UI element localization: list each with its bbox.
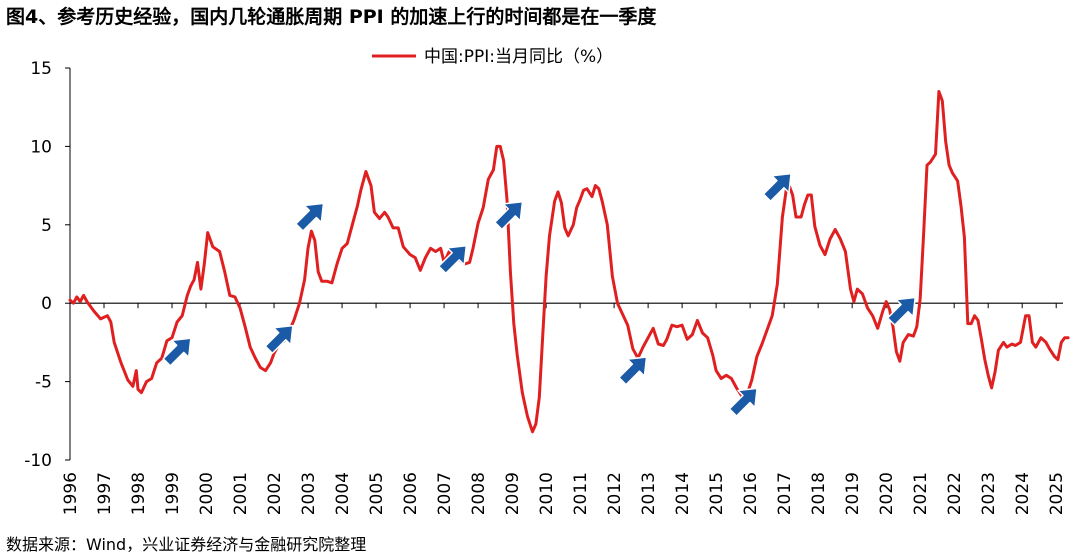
y-tick-label: 0 <box>41 294 52 314</box>
x-tick-label: 2000 <box>197 472 217 515</box>
x-tick-label: 1997 <box>95 472 115 515</box>
legend-label: 中国:PPI:当月同比（%） <box>424 47 613 67</box>
y-tick-label: 10 <box>30 137 52 157</box>
up-arrow-icon <box>295 202 325 232</box>
x-tick-label: 2015 <box>707 472 727 515</box>
x-tick-label: 2003 <box>299 472 319 515</box>
up-arrow-icon <box>762 172 792 202</box>
x-tick-label: 2007 <box>435 472 455 515</box>
x-tick-label: 1999 <box>163 472 183 515</box>
x-tick-label: 2005 <box>367 472 387 515</box>
x-tick-label: 2010 <box>537 472 557 515</box>
ppi-series-line <box>68 90 1070 434</box>
x-tick-label: 1998 <box>129 472 149 515</box>
up-arrow-icon <box>264 324 294 355</box>
x-tick-label: 2001 <box>231 472 251 515</box>
x-tick-label: 2020 <box>877 472 897 515</box>
up-arrow-icon <box>728 387 758 417</box>
up-arrow-icon <box>162 337 192 367</box>
x-tick-label: 2012 <box>605 472 625 515</box>
y-tick-label: 5 <box>41 216 52 236</box>
x-tick-label: 2017 <box>775 472 795 515</box>
x-tick-label: 1996 <box>61 472 81 515</box>
x-tick-label: 2006 <box>401 472 421 515</box>
series-layer <box>68 90 1070 434</box>
x-tick-label: 2016 <box>741 472 761 515</box>
x-tick-label: 2008 <box>469 472 489 515</box>
legend: 中国:PPI:当月同比（%） <box>372 47 613 67</box>
x-tick-label: 2002 <box>265 472 285 515</box>
arrow-annotations <box>162 172 916 417</box>
x-tick-label: 2025 <box>1047 472 1067 515</box>
up-arrow-icon <box>437 244 468 275</box>
x-tick-label: 2018 <box>809 472 829 515</box>
x-tick-label: 2009 <box>503 472 523 515</box>
x-tick-label: 2024 <box>1013 472 1033 515</box>
chart-title: 图4、参考历史经验，国内几轮通胀周期 PPI 的加速上行的时间都是在一季度 <box>6 6 657 28</box>
x-tick-label: 2022 <box>945 472 965 515</box>
x-tick-label: 2004 <box>333 472 353 515</box>
y-tick-label: -10 <box>24 451 52 471</box>
axes: -10 -5 0 5 10 15 1996 1997 1998 1999 2000 2001 2002 2… <box>24 59 1067 515</box>
up-arrow-icon <box>886 296 916 326</box>
x-tick-label: 2023 <box>979 472 999 515</box>
up-arrow-icon <box>494 201 524 231</box>
y-tick-label: 15 <box>30 59 52 79</box>
y-tick-label: -5 <box>35 373 52 393</box>
x-tick-label: 2021 <box>911 472 931 515</box>
up-arrow-icon <box>618 356 648 386</box>
x-tick-label: 2013 <box>639 472 659 515</box>
x-tick-label: 2019 <box>843 472 863 515</box>
x-tick-label: 2011 <box>571 472 591 515</box>
x-tick-label: 2014 <box>673 472 693 515</box>
source-note: 数据来源：Wind，兴业证券经济与金融研究院整理 <box>6 535 367 554</box>
